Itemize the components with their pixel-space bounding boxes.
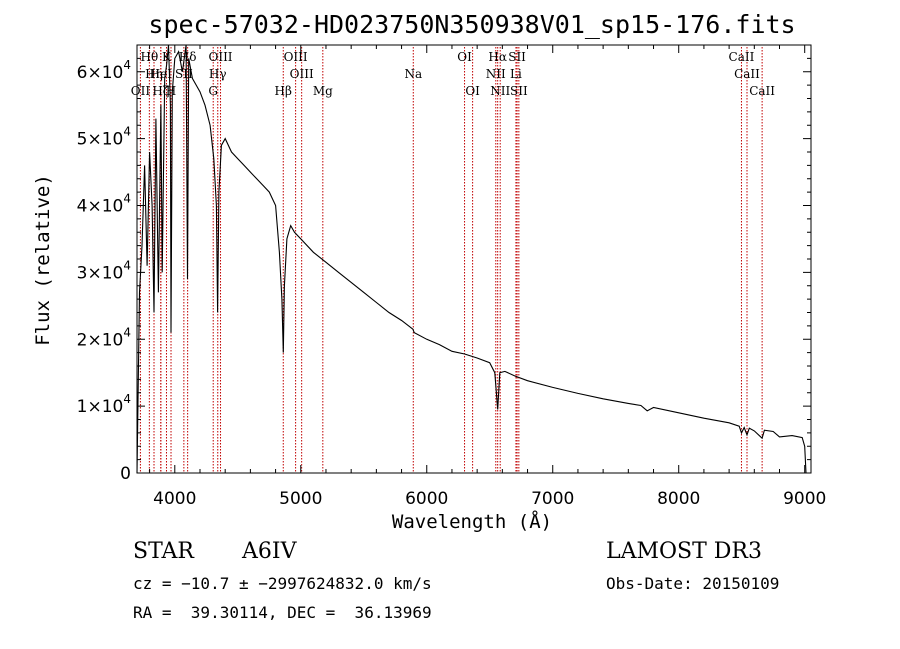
plot-frame bbox=[136, 44, 812, 474]
y-tick-mantissa: 0 bbox=[120, 464, 131, 484]
line-label-NII_6583: NII bbox=[490, 84, 510, 98]
line-label-Mg: Mg bbox=[313, 84, 333, 98]
y-tick-mantissa: 2×10 bbox=[77, 330, 124, 350]
y-tick-exponent: 4 bbox=[123, 192, 131, 206]
line-label-HZeta: Hζ bbox=[152, 84, 169, 98]
line-label-CaII_8498: CaII bbox=[729, 50, 755, 64]
y-tick-exponent: 4 bbox=[123, 125, 131, 139]
line-label-Li: Li bbox=[510, 67, 522, 81]
y-tick-exponent: 4 bbox=[123, 392, 131, 406]
observation-date: Obs-Date: 20150109 bbox=[606, 574, 780, 593]
line-label-OIII_4363: OIII bbox=[208, 50, 232, 64]
object-class: STAR bbox=[133, 539, 194, 564]
line-label-HEta: Hη bbox=[145, 67, 163, 81]
y-tick-label: 0 bbox=[120, 464, 131, 484]
x-tick-label: 5000 bbox=[279, 489, 322, 509]
y-tick-mantissa: 4×10 bbox=[77, 197, 124, 217]
survey-name: LAMOST DR3 bbox=[606, 539, 762, 564]
line-label-OIII_4959: OIII bbox=[284, 50, 308, 64]
x-tick-label: 4000 bbox=[153, 489, 196, 509]
x-axis-label: Wavelength (Å) bbox=[392, 510, 552, 533]
x-tick-label: 8000 bbox=[657, 489, 700, 509]
line-label-OI_6300: OI bbox=[457, 50, 472, 64]
y-tick-mantissa: 1×10 bbox=[77, 397, 124, 417]
y-axis-label: Flux (relative) bbox=[32, 174, 54, 346]
object-subclass: A6IV bbox=[242, 539, 297, 564]
y-tick-label: 6×104 bbox=[77, 58, 131, 83]
line-label-OI_6364: OI bbox=[465, 84, 480, 98]
line-label-HGamma: Hγ bbox=[209, 67, 227, 81]
line-label-SII_top: SII bbox=[508, 50, 526, 64]
line-label-Na: Na bbox=[404, 67, 422, 81]
y-tick-exponent: 4 bbox=[123, 258, 131, 272]
x-axis-ticks: 4000 5000 6000 7000 8000 9000 bbox=[149, 45, 826, 509]
line-label-NII_6548: NII bbox=[486, 67, 506, 81]
line-label-HDelta: Hδ bbox=[179, 50, 197, 64]
line-label-HeI: HeI bbox=[150, 67, 173, 81]
spectrum-line bbox=[136, 44, 807, 474]
line-label-OIII_5007: OIII bbox=[290, 67, 314, 81]
y-tick-mantissa: 3×10 bbox=[77, 263, 124, 283]
y-tick-mantissa: 5×10 bbox=[77, 130, 124, 150]
y-tick-label: 1×104 bbox=[77, 392, 131, 417]
redshift-info: cz = −10.7 ± −2997624832.0 km/s bbox=[133, 574, 432, 593]
line-label-OII: OII bbox=[131, 84, 151, 98]
y-tick-label: 2×104 bbox=[77, 325, 131, 350]
line-label-HAlpha: Hα bbox=[488, 50, 507, 64]
x-tick-label: 7000 bbox=[531, 489, 574, 509]
y-tick-label: 4×104 bbox=[77, 192, 131, 217]
line-label-HTheta: Hθ bbox=[140, 50, 158, 64]
y-tick-label: 5×104 bbox=[77, 125, 131, 150]
line-markers bbox=[139, 47, 763, 473]
x-tick-label: 6000 bbox=[405, 489, 448, 509]
line-label-CaII_8662: CaII bbox=[749, 84, 775, 98]
y-tick-exponent: 4 bbox=[123, 58, 131, 72]
line-label-SII_6731: SII bbox=[510, 84, 528, 98]
coordinates: RA = 39.30114, DEC = 36.13969 bbox=[133, 603, 432, 622]
line-label-HBeta: Hβ bbox=[275, 84, 292, 98]
line-label-CaII_8542: CaII bbox=[734, 67, 760, 81]
line-label-HEpsilon: H bbox=[166, 84, 176, 98]
y-tick-exponent: 4 bbox=[123, 325, 131, 339]
y-tick-mantissa: 6×10 bbox=[77, 63, 124, 83]
y-tick-label: 3×104 bbox=[77, 258, 131, 283]
chart-title: spec-57032-HD023750N350938V01_sp15-176.f… bbox=[148, 10, 795, 39]
line-label-GBand: G bbox=[208, 84, 218, 98]
spectrum-chart: spec-57032-HD023750N350938V01_sp15-176.f… bbox=[32, 10, 826, 533]
x-tick-label: 9000 bbox=[783, 489, 826, 509]
